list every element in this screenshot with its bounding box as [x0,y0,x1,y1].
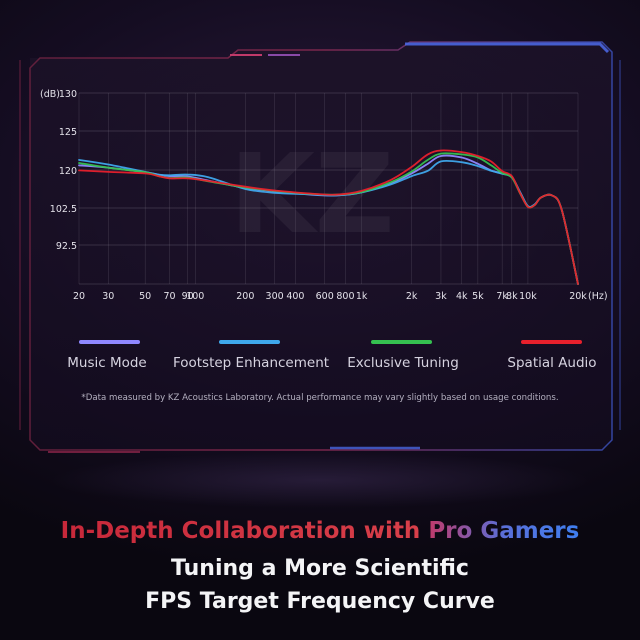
x-tick-label: 70 [163,291,175,302]
legend-label-music-mode: Music Mode [67,355,146,371]
x-tick-label: 300 [266,291,284,302]
x-tick-label: 600 [316,291,334,302]
y-tick-label: 130 [59,89,77,100]
legend-label-exclusive-tuning: Exclusive Tuning [347,355,459,371]
x-tick-label: 20 [73,291,85,302]
headline-collaboration-text: In-Depth Collaboration with [60,518,429,544]
x-tick-label: 30 [102,291,114,302]
headline-collaboration: In-Depth Collaboration with Pro Gamers [0,518,640,544]
x-tick-label: 90 [182,291,194,302]
legend-label-footstep-enhancement: Footstep Enhancement [173,355,329,371]
y-tick-label: 125 [59,127,77,138]
x-tick-label: 10k [519,291,537,302]
x-tick-label: 3k [435,291,447,302]
headline-pro-gamers-text: Pro Gamers [428,518,580,544]
y-tick-label: 92.5 [56,241,77,252]
background-glow [0,440,640,520]
x-tick-label: 8k [506,291,518,302]
panel-frame [19,41,621,453]
x-tick-label: 20k [569,291,587,302]
legend-swatch-exclusive-tuning [371,340,432,344]
chart-legend: Music Mode Footstep Enhancement Exclusiv… [67,340,597,371]
y-tick-label: 120 [59,166,77,177]
chart-grid [78,92,579,285]
legend-swatch-footstep-enhancement [219,340,280,344]
headline-tuning: Tuning a More Scientific [171,556,469,581]
x-tick-label: 200 [236,291,254,302]
x-tick-label: 2k [406,291,418,302]
x-tick-label: 5k [472,291,484,302]
x-tick-label: 50 [139,291,151,302]
headline-fps-curve: FPS Target Frequency Curve [145,589,495,614]
x-tick-label: 800 [336,291,354,302]
legend-swatch-spatial-audio [521,340,582,344]
legend-swatch-music-mode [79,340,140,344]
x-tick-label: 7k [496,291,508,302]
x-tick-label: 1k [356,291,368,302]
y-axis-label: (dB) [40,89,60,100]
x-axis-label: (Hz) [588,291,608,302]
x-tick-label: 100 [186,291,204,302]
legend-label-spatial-audio: Spatial Audio [507,355,596,371]
y-tick-label: 102.5 [50,204,77,215]
measurement-footnote: *Data measured by KZ Acoustics Laborator… [81,393,558,403]
x-tick-label: 4k [456,291,468,302]
chart-series [78,149,579,285]
x-tick-label: 400 [286,291,304,302]
series-line-spatial-audio [78,149,579,285]
